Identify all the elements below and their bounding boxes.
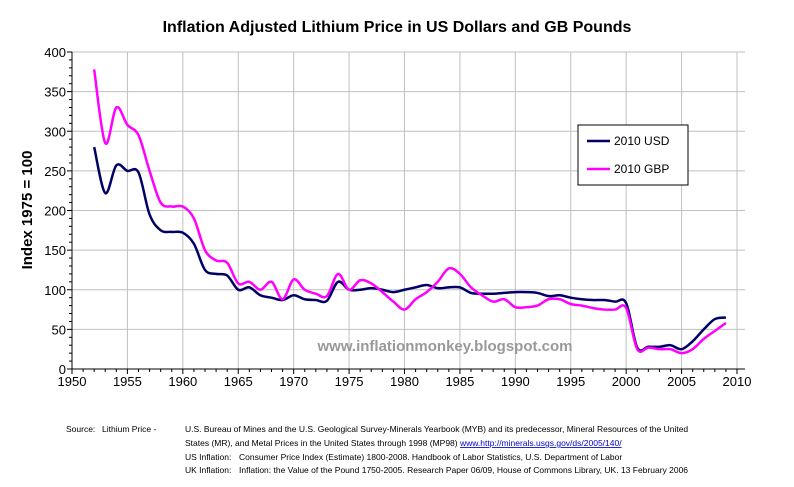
uk-inflation-text: Inflation: the Value of the Pound 1750-2…	[239, 465, 688, 475]
series-group	[92, 69, 727, 355]
source-label: Source:	[66, 424, 95, 434]
y-tick-label: 300	[44, 124, 66, 139]
legend: 2010 USD 2010 GBP	[577, 124, 689, 186]
x-tick-label: 1980	[390, 374, 419, 389]
x-tick-label: 1955	[113, 374, 142, 389]
y-tick-label: 150	[44, 243, 66, 258]
x-tick-label: 1990	[501, 374, 530, 389]
axes: 0 50 100 150 200 250 300 350 400 1950 1955 1960 1965…	[44, 45, 751, 389]
y-tick-label: 350	[44, 85, 66, 100]
y-tick-label: 0	[59, 362, 66, 377]
legend-label-usd: 2010 USD	[614, 134, 670, 148]
source-notes: Source: Lithium Price - U.S. Bureau of M…	[66, 424, 688, 475]
y-tick-label: 200	[44, 204, 66, 219]
chart-title: Inflation Adjusted Lithium Price in US D…	[163, 19, 632, 36]
x-tick-label: 1970	[279, 374, 308, 389]
x-tick-label: 1975	[335, 374, 364, 389]
uk-inflation-label: UK Inflation:	[185, 465, 231, 475]
lithium-source-line1: U.S. Bureau of Mines and the U.S. Geolog…	[185, 424, 688, 434]
x-tick-label: 2005	[667, 374, 696, 389]
legend-label-gbp: 2010 GBP	[614, 162, 669, 176]
x-tick-label: 1960	[168, 374, 197, 389]
lithium-label: Lithium Price -	[102, 424, 156, 434]
x-tick-label: 2010	[723, 374, 752, 389]
series-line-gbp	[92, 69, 727, 355]
y-axis-label: Index 1975 = 100	[19, 151, 36, 270]
us-inflation-text: Consumer Price Index (Estimate) 1800-200…	[239, 452, 622, 462]
x-tick-label: 1985	[445, 374, 474, 389]
us-inflation-label: US Inflation:	[185, 452, 231, 462]
y-tick-label: 250	[44, 164, 66, 179]
watermark: www.inflationmonkey.blogspot.com	[316, 338, 572, 355]
grid	[71, 51, 745, 370]
x-tick-label: 1965	[224, 374, 253, 389]
y-tick-label: 50	[52, 322, 66, 337]
x-tick-label: 1950	[58, 374, 87, 389]
x-tick-label: 2000	[612, 374, 641, 389]
x-tick-label: 1995	[556, 374, 585, 389]
lithium-source-line2: States (MR), and Metal Prices in the Uni…	[185, 438, 622, 448]
series-line-usd	[92, 146, 727, 352]
usgs-link[interactable]: www.http://minerals.usgs.gov/ds/2005/140…	[459, 438, 622, 448]
y-tick-label: 100	[44, 283, 66, 298]
y-tick-label: 400	[44, 45, 66, 60]
legend-box	[577, 124, 689, 186]
